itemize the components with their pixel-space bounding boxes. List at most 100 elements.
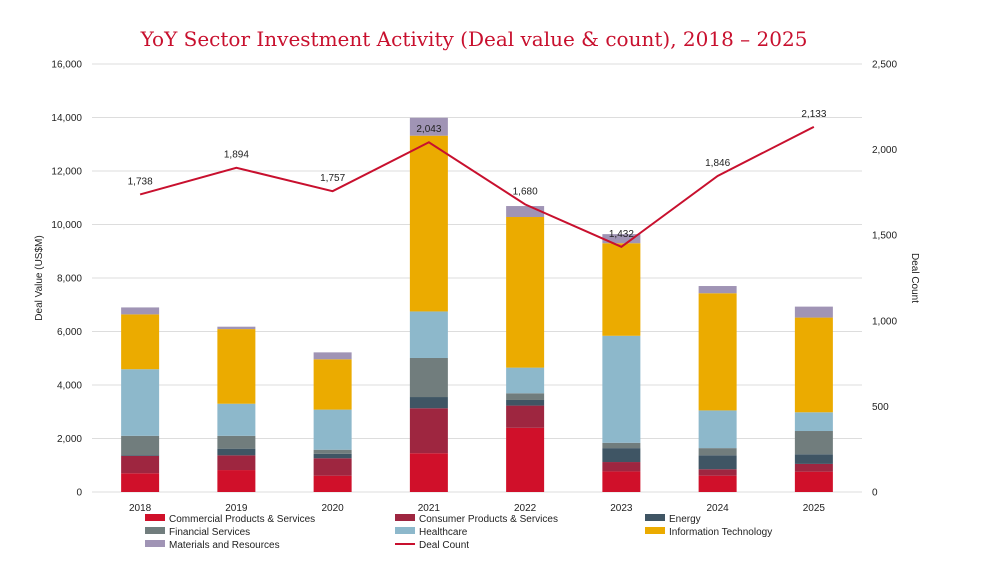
bar-segment	[313, 453, 352, 459]
x-tick-label: 2021	[418, 503, 441, 514]
deal-count-line	[139, 125, 815, 248]
bar-segment	[313, 458, 352, 476]
x-tick-label: 2025	[803, 503, 826, 514]
x-tick-label: 2019	[225, 503, 248, 514]
y-tick-label: 2,000	[57, 434, 82, 445]
bar-segment	[698, 475, 737, 492]
bar-segment	[506, 427, 545, 492]
x-tick-label: 2020	[322, 503, 345, 514]
bar-segment	[313, 449, 352, 454]
y-tick-label: 16,000	[51, 60, 82, 71]
bar-segment	[794, 454, 833, 464]
y-tick-label: 14,000	[51, 113, 82, 124]
bar-segment	[121, 369, 160, 436]
y-axis-label: Deal Value (US$M)	[34, 235, 45, 320]
legend-label: Deal Count	[419, 540, 469, 551]
bar-segment	[217, 470, 256, 492]
bar-segment	[409, 311, 448, 358]
bar-segment	[313, 359, 352, 410]
bar-segment	[409, 117, 448, 136]
legend-label: Energy	[669, 514, 701, 525]
bar-segment	[409, 135, 448, 312]
y-tick-label: 12,000	[51, 167, 82, 178]
legend-swatch	[145, 540, 165, 547]
bar-segment	[506, 367, 545, 394]
bar-segment	[602, 335, 641, 443]
bar-segment	[409, 408, 448, 454]
bar-segment	[602, 448, 641, 463]
bar-segment	[794, 317, 833, 413]
bar-segment	[409, 453, 448, 492]
legend-swatch	[395, 514, 415, 521]
bar-segment	[794, 431, 833, 455]
y2-axis-label: Deal Count	[909, 253, 920, 303]
bar-segment	[121, 473, 160, 492]
legend-label: Financial Services	[169, 527, 250, 538]
y-tick-label: 0	[76, 488, 82, 499]
bar-segment	[602, 234, 641, 244]
bar-segment	[409, 357, 448, 398]
x-tick-label: 2018	[129, 503, 152, 514]
x-tick-label: 2023	[610, 503, 633, 514]
deal-count-label: 1,757	[320, 173, 345, 184]
bar-segment	[794, 306, 833, 318]
bar-segment	[313, 352, 352, 360]
legend-label: Information Technology	[669, 527, 772, 538]
y2-tick-label: 0	[872, 488, 878, 499]
bar-segment	[698, 410, 737, 449]
bar-segment	[121, 455, 160, 474]
bar-segment	[121, 455, 160, 456]
bar-segment	[313, 475, 352, 492]
legend-swatch	[395, 527, 415, 534]
legend-swatch	[145, 514, 165, 521]
bar-segment	[217, 403, 256, 436]
bar-segment	[794, 471, 833, 492]
y-tick-label: 10,000	[51, 220, 82, 231]
y2-tick-label: 2,000	[872, 145, 897, 156]
y2-tick-label: 1,500	[872, 231, 897, 242]
legend-label: Consumer Products & Services	[419, 514, 558, 525]
y-tick-label: 6,000	[57, 327, 82, 338]
bar-segment	[506, 206, 545, 218]
bar-segment	[121, 314, 160, 370]
bar-segment	[506, 393, 545, 400]
bar-segment	[121, 307, 160, 315]
deal-count-label: 1,846	[705, 158, 730, 169]
bar-segment	[506, 217, 545, 368]
bar-segment	[217, 326, 256, 330]
deal-count-label: 1,894	[224, 150, 249, 161]
deal-count-label: 1,738	[128, 176, 153, 187]
deal-count-label: 1,680	[513, 186, 538, 197]
bar-segment	[506, 405, 545, 428]
y2-tick-label: 1,000	[872, 316, 897, 327]
bar-segment	[217, 329, 256, 404]
x-tick-label: 2022	[514, 503, 537, 514]
legend-swatch	[145, 527, 165, 534]
bar-segment	[698, 469, 737, 476]
bar-segment	[794, 463, 833, 472]
bar-segment	[121, 435, 160, 456]
bar-segment	[602, 243, 641, 336]
legend-label: Materials and Resources	[169, 540, 280, 551]
legend-label: Healthcare	[419, 527, 468, 538]
bar-segment	[698, 286, 737, 294]
bar-segment	[698, 448, 737, 456]
bar-segment	[602, 442, 641, 449]
chart-title: YoY Sector Investment Activity (Deal val…	[140, 27, 808, 51]
bar-segment	[217, 435, 256, 449]
legend-label: Commercial Products & Services	[169, 514, 315, 525]
bar-segment	[217, 448, 256, 456]
y-tick-label: 4,000	[57, 381, 82, 392]
y-tick-label: 8,000	[57, 274, 82, 285]
deal-count-label: 2,133	[801, 109, 826, 120]
deal-count-label: 2,043	[416, 124, 441, 135]
bar-segment	[217, 455, 256, 471]
bar-segment	[698, 455, 737, 470]
deal-count-label: 1,432	[609, 229, 634, 240]
bar-segment	[409, 397, 448, 409]
legend-swatch	[645, 527, 665, 534]
bar-segment	[602, 462, 641, 472]
bar-segment	[794, 412, 833, 432]
